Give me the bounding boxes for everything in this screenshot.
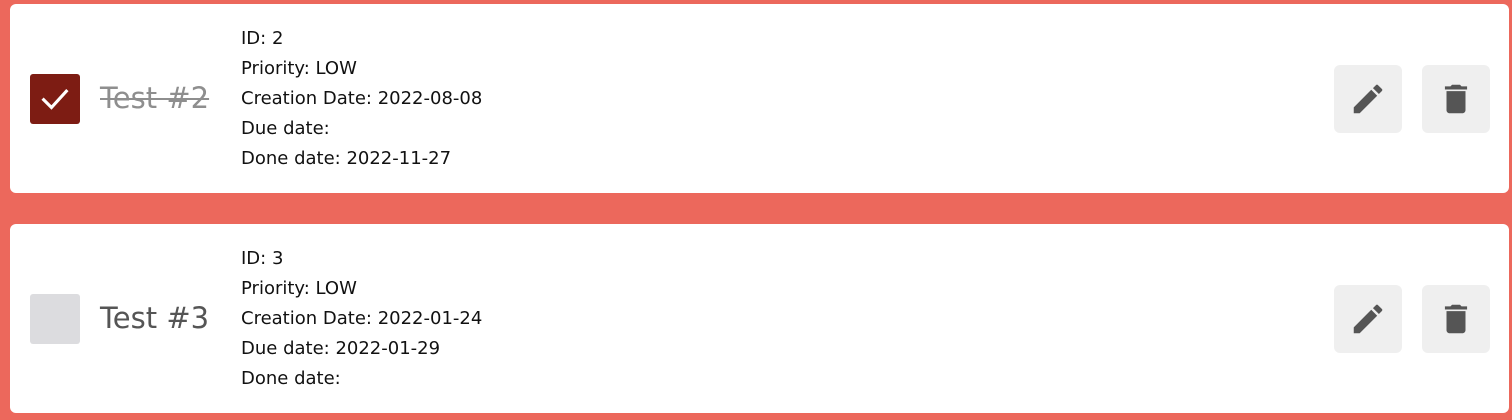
todo-done-date: Done date: 2022-11-27 [241, 148, 452, 169]
todo-details: ID: 3 Priority: LOW Creation Date: 2022-… [241, 244, 482, 394]
delete-button[interactable] [1422, 285, 1490, 353]
todo-checkbox[interactable] [30, 74, 80, 124]
trash-icon [1437, 300, 1475, 338]
todo-checkbox[interactable] [30, 294, 80, 344]
todo-due-date: Due date: 2022-01-29 [241, 338, 441, 359]
todo-details: ID: 2 Priority: LOW Creation Date: 2022-… [241, 24, 482, 174]
pencil-icon [1349, 80, 1387, 118]
edit-button[interactable] [1334, 285, 1402, 353]
todo-priority: Priority: LOW [241, 58, 357, 79]
edit-button[interactable] [1334, 65, 1402, 133]
todo-due-date: Due date: [241, 118, 330, 139]
todo-creation-date: Creation Date: 2022-01-24 [241, 308, 483, 329]
todo-card: Test #2 ID: 2 Priority: LOW Creation Dat… [10, 4, 1509, 193]
trash-icon [1437, 80, 1475, 118]
todo-creation-date: Creation Date: 2022-08-08 [241, 88, 483, 109]
delete-button[interactable] [1422, 65, 1490, 133]
todo-title: Test #3 [100, 301, 210, 335]
todo-card: Test #3 ID: 3 Priority: LOW Creation Dat… [10, 224, 1509, 413]
checkmark-icon [38, 82, 72, 116]
todo-done-date: Done date: [241, 368, 341, 389]
todo-title: Test #2 [100, 81, 210, 115]
todo-id: ID: 3 [241, 248, 284, 269]
todo-id: ID: 2 [241, 28, 284, 49]
pencil-icon [1349, 300, 1387, 338]
todo-priority: Priority: LOW [241, 278, 357, 299]
